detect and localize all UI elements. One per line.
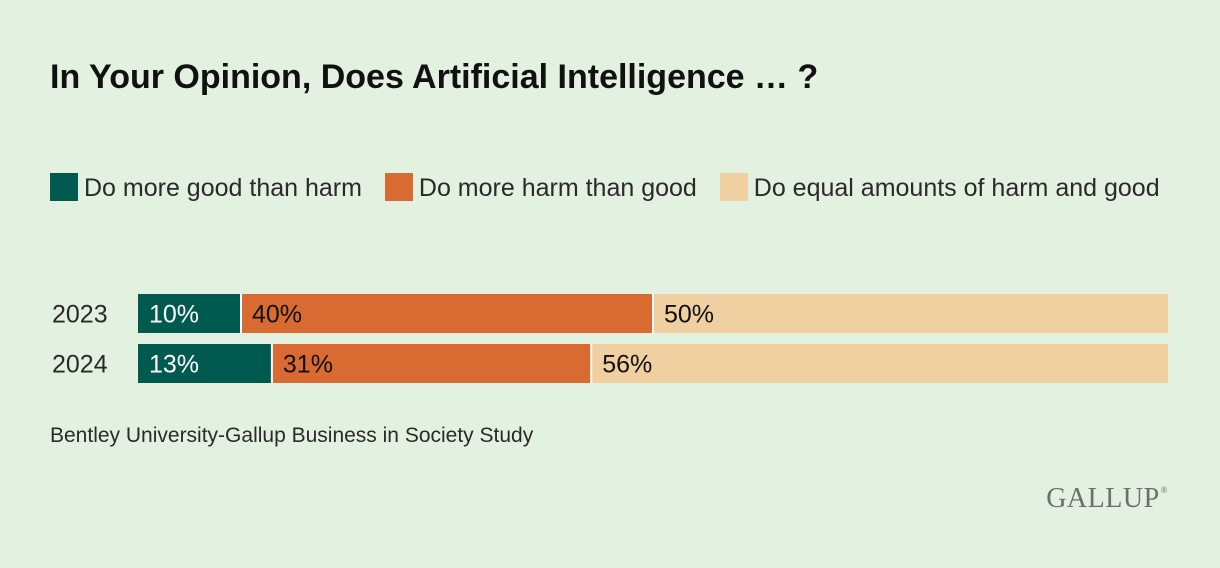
gallup-logo: GALLUP® xyxy=(1046,483,1168,515)
registered-mark: ® xyxy=(1160,485,1168,495)
data-label-harm-2024: 31% xyxy=(283,351,333,379)
bar-separator-2023-1 xyxy=(240,294,242,333)
source-note: Bentley University-Gallup Business in So… xyxy=(50,424,534,447)
bar-good-2024 xyxy=(138,344,272,383)
legend-label-good: Do more good than harm xyxy=(84,174,362,202)
bar-separator-2024-2 xyxy=(590,344,593,383)
legend-label-equal: Do equal amounts of harm and good xyxy=(753,174,1160,202)
legend-swatch-equal xyxy=(719,173,748,201)
legend-item-equal: Do equal amounts of harm and good xyxy=(719,173,1160,202)
bar-equal-2023 xyxy=(653,294,1168,333)
data-label-good-2023: 10% xyxy=(149,301,199,329)
bar-good-2023 xyxy=(138,294,241,333)
bar-harm-2023 xyxy=(241,294,653,333)
category-label-2024: 2024 xyxy=(52,351,108,379)
logo-text: GALLUP xyxy=(1046,483,1160,514)
legend-swatch-good xyxy=(50,173,78,201)
data-label-equal-2023: 50% xyxy=(664,301,714,329)
bar-separator-2024-1 xyxy=(270,344,273,383)
legend-swatch-harm xyxy=(384,173,413,201)
bar-equal-2024 xyxy=(591,344,1168,383)
bar-harm-2024 xyxy=(271,344,592,383)
chart-title: In Your Opinion, Does Artificial Intelli… xyxy=(50,58,819,96)
legend-item-harm: Do more harm than good xyxy=(384,173,697,202)
legend-label-harm: Do more harm than good xyxy=(418,174,697,202)
category-label-2023: 2023 xyxy=(52,301,108,329)
data-label-equal-2024: 56% xyxy=(602,351,652,379)
legend: Do more good than harm Do more harm than… xyxy=(50,168,1180,208)
bar-separator-2023-2 xyxy=(652,294,654,333)
data-label-good-2024: 13% xyxy=(149,351,199,379)
data-label-harm-2023: 40% xyxy=(252,301,302,329)
legend-item-good: Do more good than harm xyxy=(50,173,362,202)
